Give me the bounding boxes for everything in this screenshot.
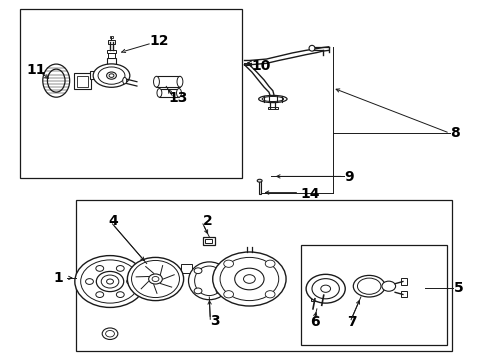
- Circle shape: [216, 268, 224, 274]
- Text: 13: 13: [168, 91, 188, 105]
- Ellipse shape: [98, 67, 125, 84]
- Circle shape: [234, 268, 264, 290]
- Circle shape: [105, 330, 114, 337]
- Bar: [76, 200, 451, 351]
- Bar: [74, 73, 91, 89]
- Bar: [107, 53, 115, 58]
- Circle shape: [106, 72, 116, 79]
- Ellipse shape: [43, 64, 70, 97]
- Ellipse shape: [157, 89, 162, 97]
- Circle shape: [116, 292, 124, 297]
- Circle shape: [109, 74, 114, 77]
- Circle shape: [85, 279, 93, 284]
- Circle shape: [96, 271, 123, 292]
- Circle shape: [101, 275, 119, 288]
- Ellipse shape: [176, 89, 181, 97]
- Bar: [258, 181, 260, 194]
- Ellipse shape: [188, 262, 229, 300]
- Circle shape: [220, 257, 278, 301]
- Bar: [20, 9, 242, 178]
- Circle shape: [212, 252, 285, 306]
- Ellipse shape: [308, 45, 314, 51]
- Text: 8: 8: [449, 126, 459, 140]
- Circle shape: [224, 291, 233, 298]
- Circle shape: [152, 276, 159, 282]
- Bar: [311, 298, 317, 301]
- Bar: [400, 291, 406, 297]
- Circle shape: [96, 266, 103, 271]
- Circle shape: [194, 288, 202, 294]
- Text: 5: 5: [453, 281, 463, 295]
- Text: 9: 9: [344, 170, 354, 184]
- Circle shape: [311, 279, 339, 299]
- Circle shape: [381, 281, 395, 291]
- Bar: [181, 264, 191, 273]
- Ellipse shape: [262, 96, 283, 102]
- Bar: [156, 76, 180, 87]
- Text: 4: 4: [108, 215, 118, 228]
- Circle shape: [102, 328, 118, 339]
- Bar: [300, 245, 447, 345]
- Ellipse shape: [258, 95, 286, 103]
- Ellipse shape: [131, 261, 179, 297]
- Ellipse shape: [352, 275, 384, 297]
- Ellipse shape: [177, 76, 183, 87]
- Circle shape: [106, 279, 113, 284]
- Ellipse shape: [47, 69, 65, 92]
- Circle shape: [81, 260, 139, 303]
- Circle shape: [224, 260, 233, 267]
- Ellipse shape: [194, 266, 224, 296]
- Text: 7: 7: [346, 315, 356, 329]
- Circle shape: [243, 275, 255, 283]
- Circle shape: [194, 268, 202, 274]
- Bar: [90, 71, 98, 79]
- Bar: [205, 239, 212, 243]
- Ellipse shape: [93, 64, 130, 87]
- Ellipse shape: [257, 179, 262, 182]
- Ellipse shape: [153, 76, 159, 87]
- Bar: [77, 76, 88, 87]
- Circle shape: [216, 288, 224, 294]
- Circle shape: [264, 260, 274, 267]
- Bar: [106, 58, 116, 64]
- Bar: [203, 237, 214, 245]
- Circle shape: [320, 285, 330, 292]
- Text: 11: 11: [27, 63, 46, 77]
- Text: 3: 3: [210, 315, 220, 328]
- Text: 2: 2: [203, 215, 212, 228]
- Circle shape: [264, 291, 274, 298]
- Circle shape: [116, 266, 124, 271]
- Ellipse shape: [122, 77, 126, 84]
- Ellipse shape: [127, 257, 183, 301]
- Text: 6: 6: [310, 315, 320, 329]
- Text: 12: 12: [149, 35, 168, 48]
- Circle shape: [305, 274, 345, 303]
- Circle shape: [75, 256, 145, 307]
- Bar: [320, 294, 325, 297]
- Text: 14: 14: [300, 187, 320, 201]
- Bar: [109, 36, 113, 38]
- Ellipse shape: [357, 278, 380, 294]
- Circle shape: [96, 292, 103, 297]
- Bar: [159, 89, 179, 97]
- Circle shape: [126, 279, 134, 284]
- Bar: [400, 278, 406, 285]
- Text: 1: 1: [54, 271, 63, 285]
- Bar: [106, 50, 116, 53]
- Circle shape: [148, 274, 162, 284]
- Bar: [108, 40, 115, 44]
- Bar: [267, 107, 277, 109]
- Text: 10: 10: [251, 59, 271, 72]
